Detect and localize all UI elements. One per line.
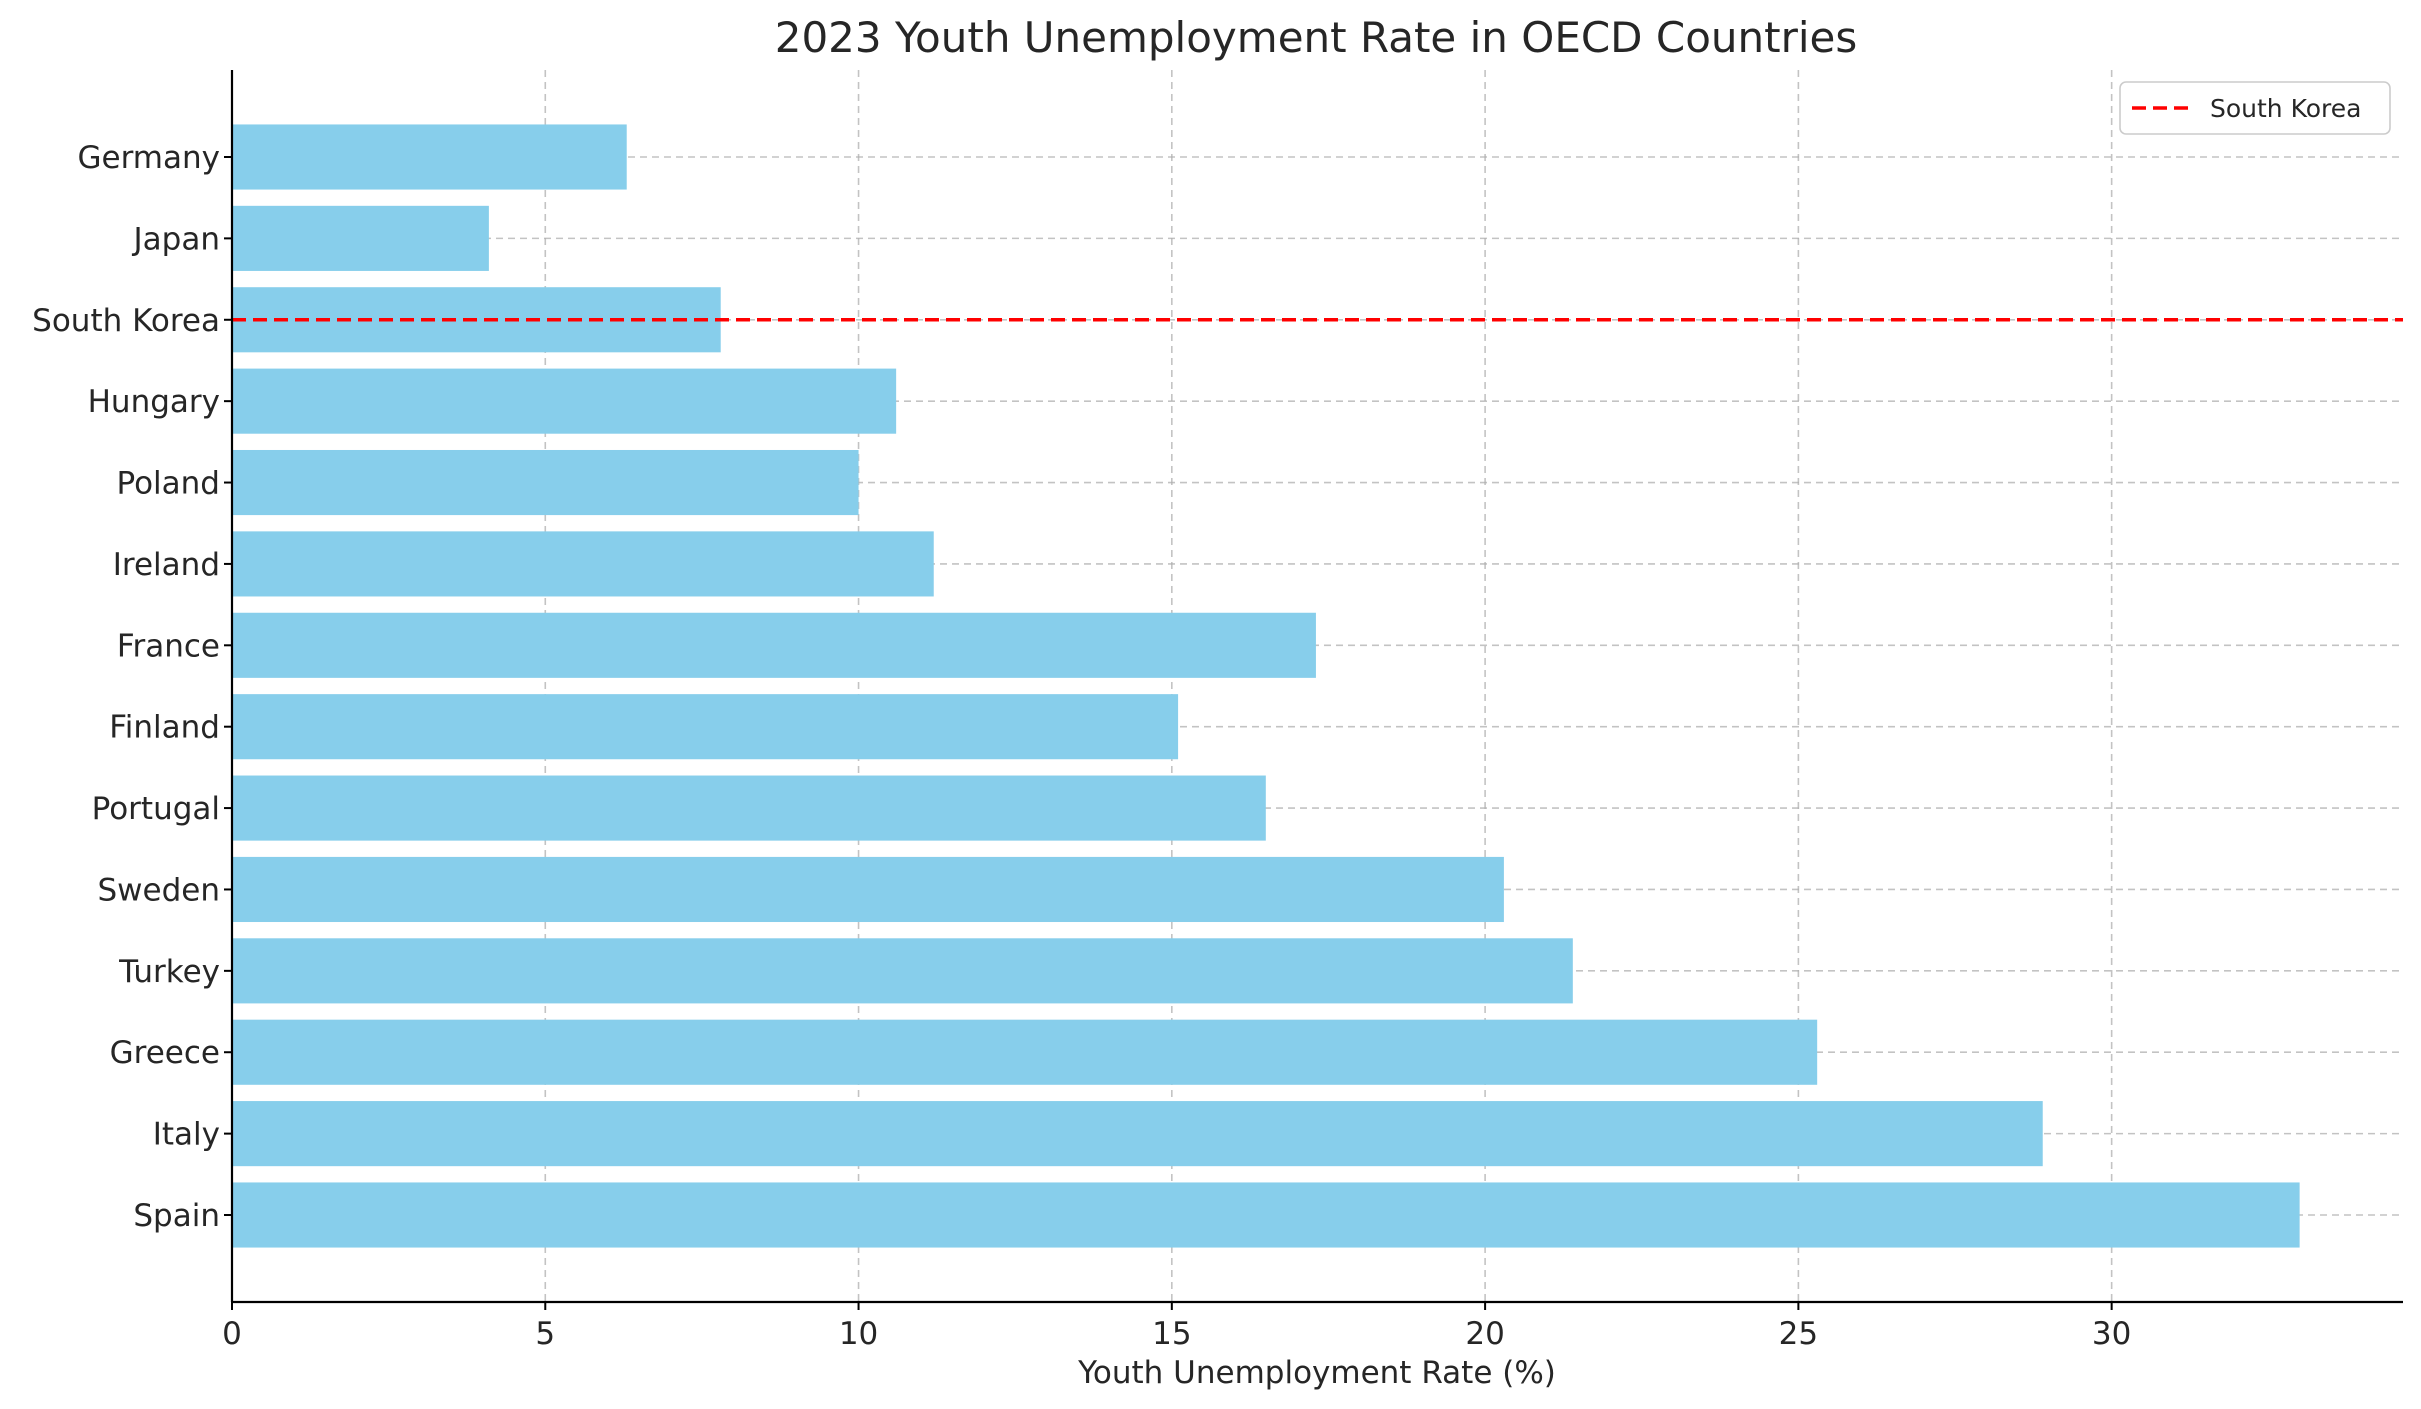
x-axis-label: Youth Unemployment Rate (%) — [1077, 1355, 1556, 1391]
axes — [230, 70, 2403, 1304]
legend-label: South Korea — [2210, 94, 2361, 123]
y-tick-label-greece: Greece — [110, 1035, 220, 1071]
x-tick-label: 25 — [1779, 1316, 1818, 1352]
bar-ireland — [232, 531, 934, 597]
bar-france — [232, 612, 1316, 678]
x-tick-label: 0 — [222, 1316, 242, 1352]
bar-spain — [232, 1182, 2300, 1248]
bar-italy — [232, 1101, 2043, 1167]
y-tick-label-sweden: Sweden — [97, 872, 220, 908]
y-tick-label-finland: Finland — [109, 710, 220, 746]
legend: South Korea — [2119, 81, 2391, 135]
y-tick-label-italy: Italy — [153, 1117, 220, 1153]
x-tick-label: 15 — [1152, 1316, 1191, 1352]
bar-sweden — [232, 856, 1504, 923]
x-tick-label: 10 — [839, 1316, 878, 1352]
bar-hungary — [232, 368, 897, 434]
x-tick-label: 5 — [535, 1316, 555, 1352]
bar-portugal — [232, 775, 1266, 841]
y-tick-label-hungary: Hungary — [88, 384, 220, 420]
y-tick-label-japan: Japan — [132, 221, 220, 257]
x-axis-ticks: 0 5 10 15 20 25 30 — [222, 1302, 2131, 1352]
bar-greece — [232, 1019, 1818, 1085]
y-tick-label-france: France — [117, 628, 220, 664]
bar-finland — [232, 694, 1179, 760]
bar-poland — [232, 449, 859, 516]
y-tick-label-germany: Germany — [78, 140, 220, 176]
y-tick-label-poland: Poland — [117, 466, 221, 502]
bar-turkey — [232, 938, 1573, 1004]
chart-title: 2023 Youth Unemployment Rate in OECD Cou… — [775, 13, 1858, 62]
y-tick-label-ireland: Ireland — [113, 547, 220, 583]
y-axis-ticks: Spain Italy Greece Turkey Sweden Portugal Finl… — [32, 140, 232, 1234]
bar-japan — [232, 205, 489, 271]
y-tick-label-turkey: Turkey — [118, 954, 220, 990]
y-tick-label-south-korea: South Korea — [32, 303, 220, 339]
x-tick-label: 20 — [1465, 1316, 1504, 1352]
bar-germany — [232, 124, 627, 190]
y-tick-label-portugal: Portugal — [92, 791, 220, 827]
x-tick-label: 30 — [2092, 1316, 2131, 1352]
bars — [232, 124, 2300, 1248]
y-tick-label-spain: Spain — [133, 1198, 220, 1234]
legend-box — [2119, 81, 2391, 135]
